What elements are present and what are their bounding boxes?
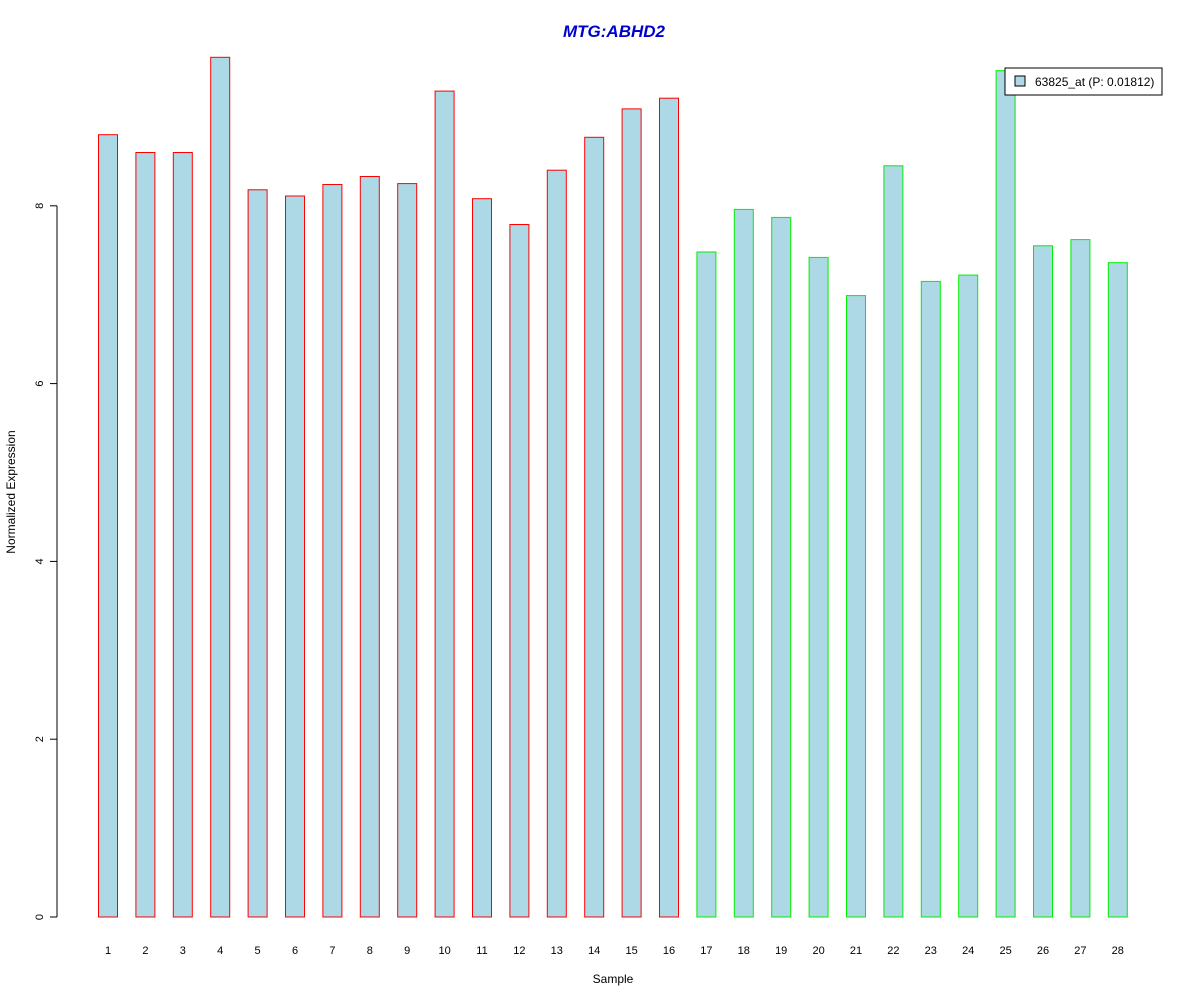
x-tick-label: 2 bbox=[142, 945, 148, 957]
bar-sample-10 bbox=[434, 90, 455, 918]
x-tick-label: 15 bbox=[625, 945, 637, 957]
bar-sample-7 bbox=[322, 184, 343, 918]
y-axis: 0 2 4 6 8 bbox=[34, 203, 58, 920]
bar-sample-11 bbox=[472, 198, 492, 918]
x-tick-label: 21 bbox=[850, 945, 862, 957]
x-tick-label: 10 bbox=[438, 945, 450, 957]
y-tick-label: 0 bbox=[34, 914, 46, 920]
bar-sample-21 bbox=[846, 295, 866, 918]
x-tick-label: 17 bbox=[700, 945, 712, 957]
bar-sample-25 bbox=[995, 70, 1016, 918]
bar-sample-17 bbox=[696, 251, 717, 918]
x-tick-label: 9 bbox=[404, 945, 410, 957]
x-tick-label: 14 bbox=[588, 945, 600, 957]
y-axis-label: Normalized Expression bbox=[4, 430, 18, 553]
bar-sample-22 bbox=[883, 165, 904, 918]
x-tick-label: 27 bbox=[1074, 945, 1086, 957]
x-tick-label: 18 bbox=[738, 945, 750, 957]
legend-box bbox=[1004, 67, 1163, 96]
x-tick-label: 4 bbox=[217, 945, 223, 957]
x-tick-label: 1 bbox=[105, 945, 111, 957]
x-tick-label: 12 bbox=[513, 945, 525, 957]
bars-group bbox=[98, 56, 1128, 918]
x-tick-label: 22 bbox=[887, 945, 899, 957]
bar-sample-5 bbox=[247, 189, 268, 918]
bar-sample-24 bbox=[958, 274, 979, 918]
x-tick-label: 20 bbox=[812, 945, 824, 957]
bar-sample-14 bbox=[584, 136, 605, 918]
bar-sample-2 bbox=[135, 152, 156, 918]
x-tick-label: 23 bbox=[925, 945, 937, 957]
x-tick-label: 11 bbox=[476, 945, 487, 957]
legend-label: 63825_at (P: 0.01812) bbox=[1035, 75, 1154, 89]
x-tick-label: 6 bbox=[292, 945, 298, 957]
x-tick-label: 28 bbox=[1112, 945, 1124, 957]
x-axis-label: Sample bbox=[593, 972, 634, 986]
chart-title: MTG:ABHD2 bbox=[563, 22, 666, 41]
y-tick-label: 6 bbox=[34, 381, 46, 387]
bar-sample-18 bbox=[733, 208, 754, 918]
y-tick-label: 8 bbox=[34, 203, 46, 209]
bar-sample-1 bbox=[98, 134, 118, 918]
bar-sample-28 bbox=[1107, 262, 1128, 918]
bar-sample-19 bbox=[771, 216, 792, 918]
bar-sample-4 bbox=[210, 56, 231, 918]
bar-sample-6 bbox=[285, 195, 305, 918]
bar-sample-26 bbox=[1033, 245, 1053, 918]
x-tick-label: 16 bbox=[663, 945, 675, 957]
x-tick-label: 25 bbox=[999, 945, 1011, 957]
bar-sample-8 bbox=[359, 176, 380, 918]
x-tick-label: 13 bbox=[551, 945, 563, 957]
x-tick-label: 3 bbox=[180, 945, 186, 957]
x-tick-label: 19 bbox=[775, 945, 787, 957]
x-tick-label: 8 bbox=[367, 945, 373, 957]
legend: 63825_at (P: 0.01812) bbox=[1004, 67, 1163, 96]
bar-sample-23 bbox=[920, 280, 941, 918]
legend-swatch bbox=[1014, 75, 1026, 87]
bar-sample-27 bbox=[1070, 239, 1091, 918]
x-tick-label: 24 bbox=[962, 945, 974, 957]
x-tick-label: 26 bbox=[1037, 945, 1049, 957]
x-tick-label: 7 bbox=[329, 945, 335, 957]
x-tick-labels: 1 2 3 4 5 6 7 8 9 10 11 12 13 14 15 16 17 18 19 20 21 22 23 24 2… bbox=[105, 945, 1124, 957]
y-tick-label: 2 bbox=[34, 736, 46, 742]
bar-sample-15 bbox=[621, 108, 642, 918]
bar-sample-20 bbox=[808, 256, 829, 918]
y-tick-label: 4 bbox=[34, 558, 46, 564]
bar-sample-3 bbox=[172, 152, 193, 918]
bar-sample-13 bbox=[546, 169, 567, 918]
bar-sample-12 bbox=[509, 224, 530, 918]
x-tick-label: 5 bbox=[255, 945, 261, 957]
bar-sample-9 bbox=[397, 183, 418, 918]
bar-sample-16 bbox=[659, 97, 679, 918]
